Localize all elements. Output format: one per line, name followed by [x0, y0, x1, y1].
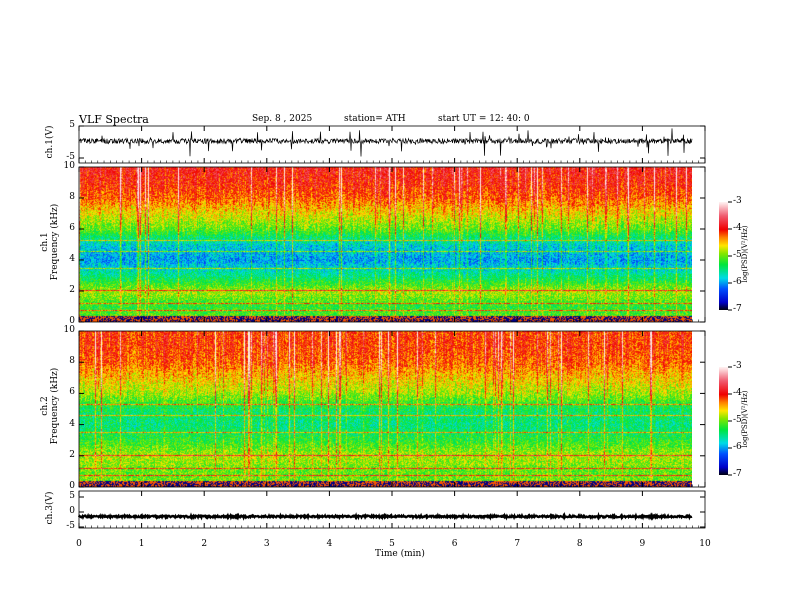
ch2-spectrogram [79, 331, 692, 487]
colorbar-tick-label: -6 [733, 442, 742, 452]
ch1-spectrogram-ytick-label: 0 [69, 316, 75, 326]
ch1-spectrogram-ytick-label: 8 [69, 192, 75, 202]
ch1-waveform-ytick-label: -5 [66, 152, 75, 162]
ch2-spectrogram-ytick-label: 4 [69, 418, 75, 429]
x-tick-label: 3 [263, 539, 270, 549]
ch1-spectrogram [79, 167, 692, 322]
colorbar-tick-label: -4 [733, 223, 742, 233]
x-tick-label: 9 [639, 539, 646, 549]
ch2-spectrogram-ytick-label: 8 [69, 356, 75, 367]
x-tick-label: 1 [138, 539, 145, 549]
ch2-spec-ylabel: ch.2 Frequency (kHz) [40, 367, 60, 445]
ch1-colorbar-label: log(PSD)(V²/Hz) [741, 225, 749, 283]
ch1-spectrogram-ytick-label: 6 [69, 223, 75, 233]
ch2-spectrogram-ytick-label: 10 [63, 325, 75, 335]
colorbar-tick-label: -3 [733, 361, 742, 371]
ch1-colorbar [719, 202, 728, 310]
ch3-waveform-ytick-label: -5 [66, 521, 75, 531]
x-tick-label: 6 [451, 539, 458, 549]
colorbar-tick-label: -4 [733, 388, 742, 398]
ch1-spectrogram-ytick-label: 4 [69, 254, 75, 264]
x-tick-label: 0 [76, 539, 82, 549]
ch3-waveform-trace [77, 511, 693, 521]
ch2-spectrogram-frame [78, 330, 706, 488]
ch1-waveform-ytick-label: 5 [69, 120, 75, 130]
x-tick-label: 5 [389, 539, 395, 549]
colorbar-tick-label: -5 [733, 415, 742, 425]
ch3-ylabel: ch.3(V) [45, 491, 55, 525]
ch2-colorbar [719, 367, 728, 475]
start-time-label: start UT = 12: 40: 0 [438, 114, 530, 124]
x-tick-label: 2 [201, 539, 208, 549]
ch3-waveform-ytick-label: 0 [69, 506, 75, 516]
x-tick-label: 7 [514, 539, 521, 549]
colorbar-tick-label: -7 [733, 304, 742, 314]
ch2-spectrogram-ytick-label: 2 [69, 449, 75, 460]
colorbar-tick-label: -7 [733, 469, 742, 479]
colorbar-tick-label: -3 [733, 196, 742, 206]
colorbar-tick-label: -5 [733, 250, 742, 260]
ch2-spectrogram-ytick-label: 0 [69, 481, 75, 491]
ch1-waveform-trace [78, 128, 693, 157]
ch1-waveform-frame [78, 125, 706, 164]
ch1-spectrogram-ytick-label: 2 [69, 285, 75, 295]
ch3-waveform-frame [78, 490, 706, 529]
ch1-ylabel: ch.1(V) [45, 125, 55, 159]
x-tick-label: 4 [326, 539, 333, 549]
colorbar-tick-label: -6 [733, 277, 742, 287]
ch2-spectrogram-ytick-label: 6 [69, 387, 75, 398]
station-label: station= ATH [344, 114, 406, 124]
date-label: Sep. 8 , 2025 [252, 114, 313, 124]
ch1-spectrogram-ytick-label: 10 [63, 161, 75, 171]
ch1-spec-ylabel: ch.1 Frequency (kHz) [40, 203, 60, 281]
ch2-colorbar-label: log(PSD)(V²/Hz) [741, 390, 749, 448]
x-tick-label: 8 [576, 539, 583, 549]
x-axis-label: Time (min) [375, 549, 425, 559]
ch3-waveform-ytick-label: 5 [69, 491, 75, 501]
x-tick-label: 10 [699, 539, 711, 549]
figure-title: VLF Spectra [79, 113, 149, 126]
ch1-spectrogram-frame [78, 166, 706, 323]
